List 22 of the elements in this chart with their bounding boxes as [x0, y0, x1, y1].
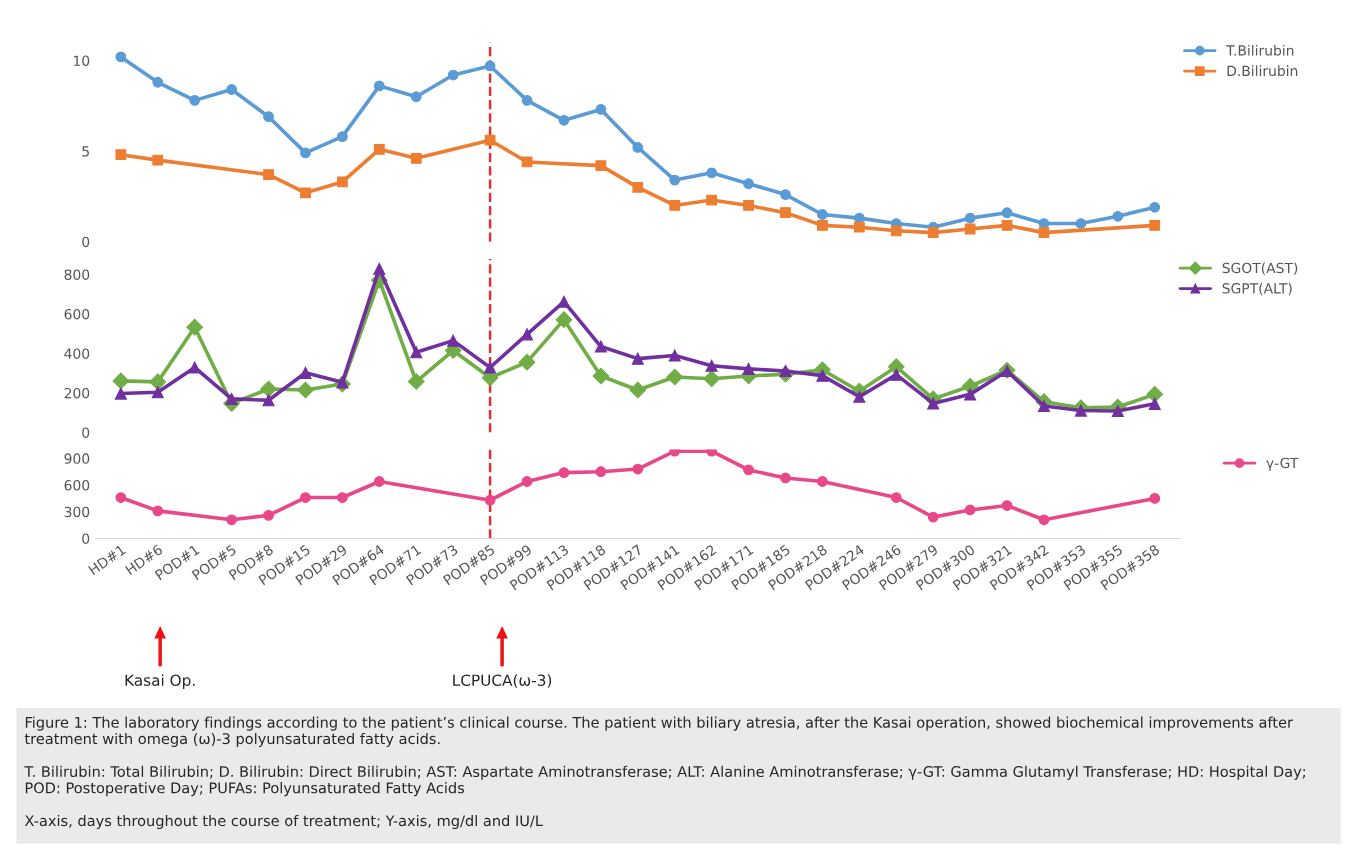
legend-label: γ-GT	[1266, 457, 1299, 471]
y-tick-label: 0	[82, 427, 90, 438]
y-tick-label: 600	[64, 308, 90, 320]
y-tick-label: 0	[82, 533, 90, 544]
legend-label: D.Bilirubin	[1227, 65, 1298, 77]
y-tick-label: 600	[64, 480, 90, 491]
y-tick-label: 10	[73, 55, 90, 66]
legend-label: SGPT(ALT)	[1222, 282, 1292, 296]
legend-label: SGOT(AST)	[1222, 262, 1298, 275]
legend-label: T.Bilirubin	[1226, 44, 1294, 56]
y-tick-label: 200	[64, 387, 90, 399]
y-tick-label: 5	[82, 146, 89, 157]
y-tick-label: 300	[64, 506, 90, 518]
y-tick-label: 400	[64, 348, 90, 359]
y-tick-label: 0	[82, 236, 90, 248]
text: LCPUCA(ω-3)	[453, 674, 552, 688]
caption: Figure 1: The laboratory findings according to the patient’s clinical course. The patient with biliary atresia, after the Kasai operation, showed biochemical improvements after treatment with omega (ω)-3 polyunsaturated fatty acids.	[24, 716, 1293, 747]
text: X-axis, days throughout the course of treatment; Y-axis, mg/dl and IU/L	[24, 814, 543, 830]
text: T. Bilirubin: Total Bilirubin; D. Bilirubin: Direct Bilirubin; AST: Aspartate Aminotransferase; ALT: Alanine Aminotransferase; γ-GT: Gamma Glutamyl Transferase; HD: Hospital Day; POD: Postoperative Day; PUFAs: Polyunsaturated Fatty Acids	[24, 765, 1305, 797]
y-tick-label: 800	[64, 269, 90, 280]
text: Kasai Op.	[125, 674, 195, 689]
y-tick-label: 900	[64, 453, 90, 464]
